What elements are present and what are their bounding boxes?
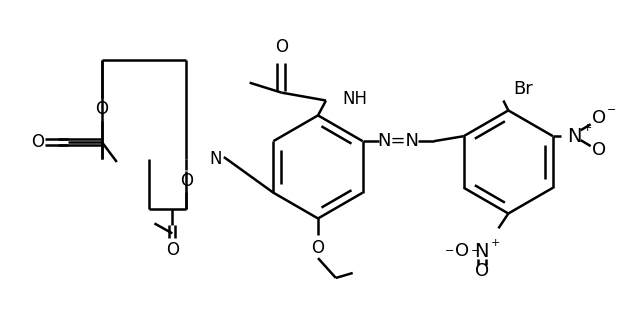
Text: O: O xyxy=(591,109,605,127)
Text: N=N: N=N xyxy=(378,132,419,150)
Text: O: O xyxy=(312,239,324,257)
Text: N: N xyxy=(474,242,489,261)
Text: O: O xyxy=(474,262,488,280)
Text: O: O xyxy=(275,38,288,56)
Text: N: N xyxy=(210,150,222,168)
Text: −: − xyxy=(444,246,454,256)
Text: +: + xyxy=(582,123,592,133)
Text: −: − xyxy=(607,106,616,115)
Text: O: O xyxy=(31,133,44,151)
Text: O: O xyxy=(95,100,108,119)
Text: −: − xyxy=(470,246,480,256)
Text: O: O xyxy=(166,241,179,259)
Text: Br: Br xyxy=(513,80,533,98)
Text: N: N xyxy=(568,127,582,146)
Text: O: O xyxy=(180,172,193,190)
Text: O: O xyxy=(591,141,605,159)
Text: +: + xyxy=(490,238,500,248)
Text: O: O xyxy=(454,242,469,260)
Text: NH: NH xyxy=(343,89,368,107)
